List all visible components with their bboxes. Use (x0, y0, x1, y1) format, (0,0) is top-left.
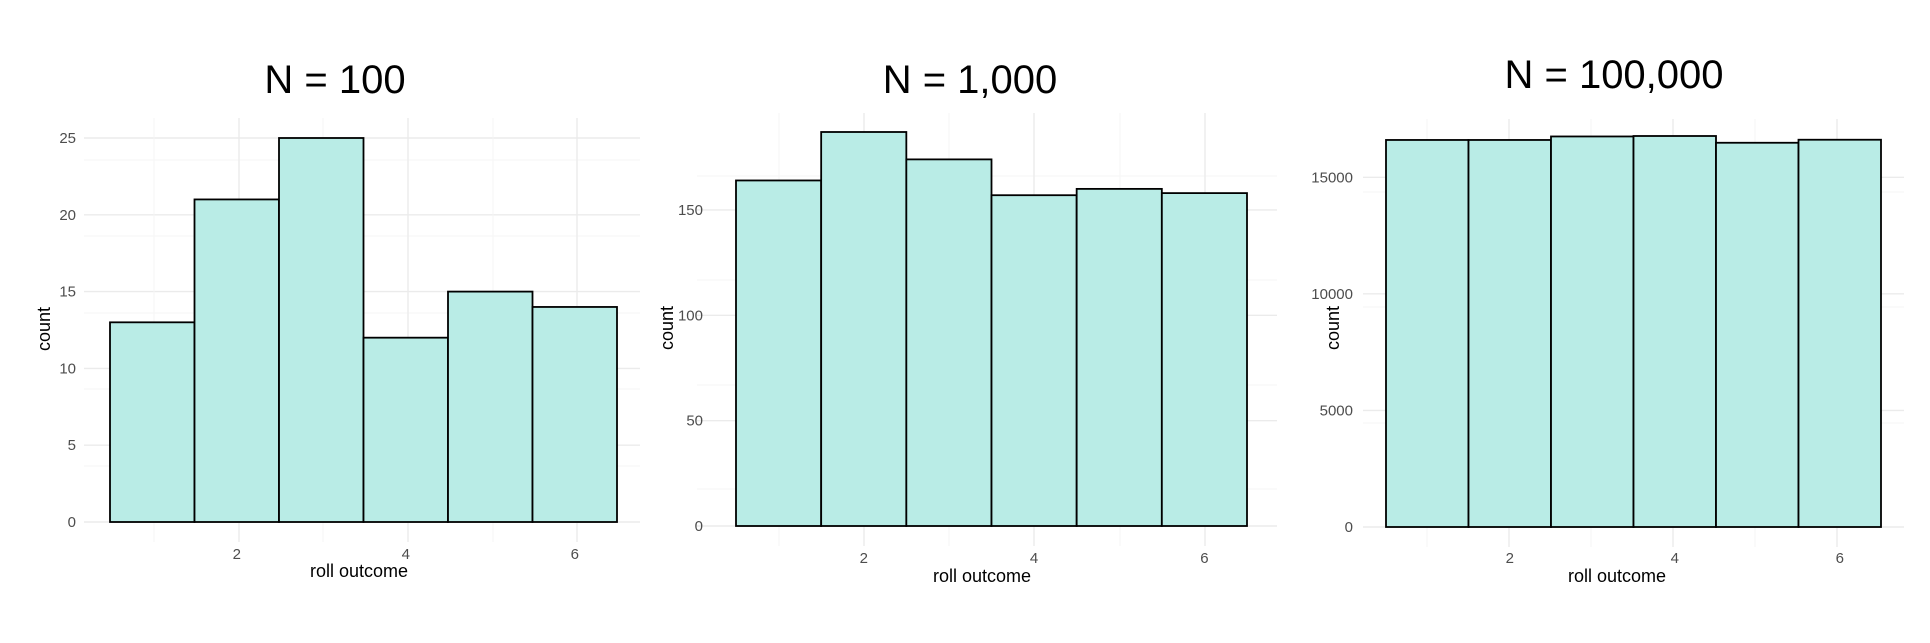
x-tick-label: 4 (1671, 550, 1679, 567)
bar-6 (1797, 138, 1882, 528)
chart-title: N = 1,000 (883, 58, 1058, 102)
bar-6 (531, 306, 618, 523)
y-tick-label: 150 (678, 202, 703, 219)
x-tick-label: 4 (1030, 550, 1038, 567)
histogram-n100000-svg: N = 100,000 0 5000 10000 15000 2 4 6 roll outc… (1311, 53, 1904, 586)
y-axis-title: count (657, 306, 677, 350)
x-tick-label: 4 (402, 546, 410, 563)
bar-4 (1632, 135, 1717, 528)
bar-3 (278, 137, 365, 523)
y-axis-title: count (34, 307, 54, 351)
x-tick-label: 6 (1200, 550, 1208, 567)
bar-3 (1550, 135, 1635, 528)
y-tick-label: 0 (68, 514, 76, 531)
y-tick-label: 5000 (1320, 402, 1353, 419)
bar-3 (905, 158, 993, 527)
x-tick-label: 2 (860, 550, 868, 567)
x-tick-label: 6 (571, 546, 579, 563)
histogram-panel-n100: N = 100 0 5 10 15 20 25 2 4 6 roll outcome count (0, 0, 640, 638)
chart-title: N = 100 (264, 58, 405, 102)
bar-2 (1467, 139, 1552, 528)
y-tick-label: 10000 (1311, 286, 1353, 303)
chart-title: N = 100,000 (1504, 53, 1723, 97)
y-tick-label: 0 (1345, 519, 1353, 536)
x-tick-label: 2 (1506, 550, 1514, 567)
bar-2 (193, 198, 280, 523)
bar-2 (820, 131, 908, 527)
bar-5 (1715, 141, 1800, 528)
x-axis-title: roll outcome (1568, 566, 1666, 586)
bar-1 (109, 321, 196, 523)
y-tick-label: 15000 (1311, 169, 1353, 186)
y-tick-label: 10 (59, 360, 76, 377)
y-tick-label: 0 (695, 518, 703, 535)
bar-5 (447, 290, 534, 523)
bar-4 (362, 336, 449, 523)
y-axis-title: count (1323, 306, 1343, 350)
histogram-n100-svg: N = 100 0 5 10 15 20 25 2 4 6 roll outcome count (34, 58, 640, 581)
y-tick-label: 15 (59, 284, 76, 301)
x-axis-title: roll outcome (933, 566, 1031, 586)
histogram-panel-n100000: N = 100,000 0 5000 10000 15000 2 4 6 roll outc… (1280, 0, 1930, 638)
y-tick-label: 50 (686, 413, 703, 430)
y-tick-label: 100 (678, 307, 703, 324)
bar-6 (1160, 192, 1248, 527)
y-tick-label: 25 (59, 130, 76, 147)
x-tick-label: 6 (1836, 550, 1844, 567)
x-axis-title: roll outcome (310, 561, 408, 581)
x-tick-label: 2 (233, 546, 241, 563)
y-tick-label: 5 (68, 437, 76, 454)
histogram-panel-n1000: N = 1,000 0 50 100 150 2 4 6 roll outcome coun… (640, 0, 1280, 638)
histogram-n1000-svg: N = 1,000 0 50 100 150 2 4 6 roll outcome coun… (657, 58, 1277, 586)
y-tick-label: 20 (59, 207, 76, 224)
bar-5 (1075, 187, 1163, 527)
bar-1 (1385, 139, 1470, 528)
bar-4 (990, 194, 1078, 527)
bar-1 (735, 179, 823, 527)
